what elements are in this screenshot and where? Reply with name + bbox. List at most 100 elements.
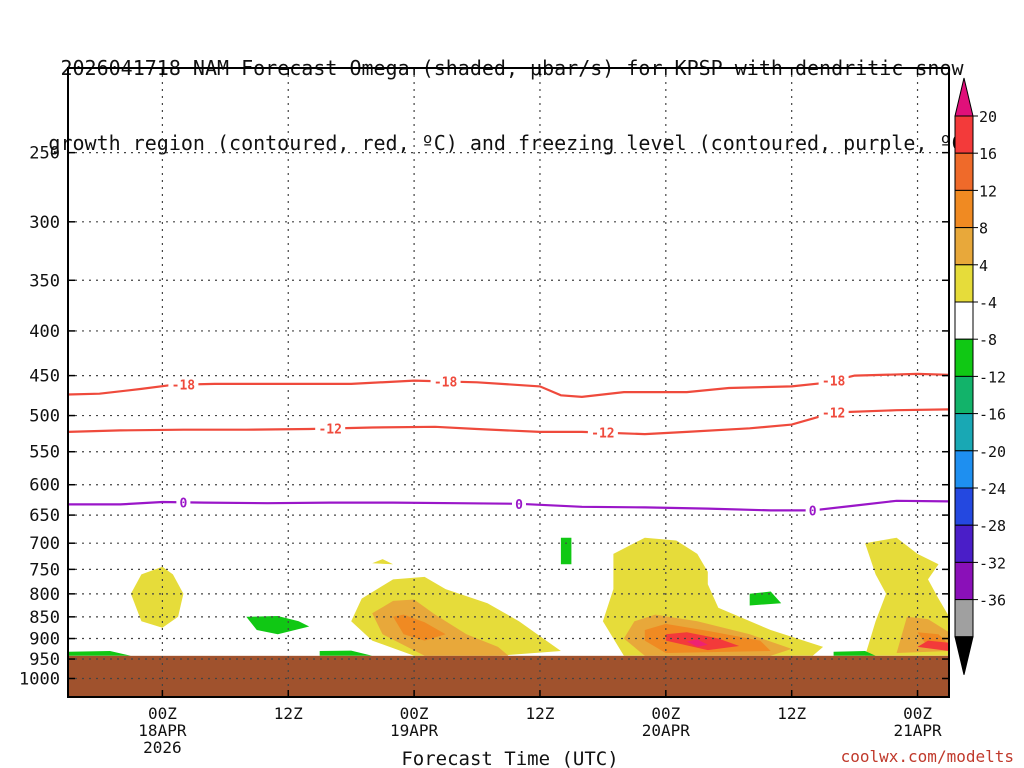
y-tick-label-650: 650 [29,506,60,526]
colorbar-label: 8 [979,220,988,238]
colorbar-swatch [954,599,974,638]
contour-label-0: 0 [179,496,187,511]
contour-label-0: 0 [515,498,523,513]
contour-label-bg [430,374,461,389]
contour-label--12: -12 [318,422,341,437]
colorbar-label: 4 [979,257,988,275]
omega-area-12-to-16 [393,614,446,641]
omega-area-4-to-8 [372,559,394,565]
contour-label--12: -12 [822,407,845,422]
colorbar-label: -12 [979,368,1006,386]
colorbar-label: -24 [979,480,1006,498]
colorbar-label: 12 [979,182,997,200]
contour-label-bg [587,425,618,440]
grid-lines [68,68,949,697]
plot-frame [67,67,950,698]
colorbar-swatch [954,561,974,601]
y-tick-label-450: 450 [29,367,60,387]
x-tick-label: 18APR [138,721,187,740]
colorbar-bottom-arrow [954,636,974,675]
x-tick-label: 00Z [651,704,680,723]
colorbar-swatch [954,152,974,191]
omega-area--8-to--4 [560,537,572,565]
omega-area-8-to-12 [372,599,509,656]
contour-label-bg [176,495,191,510]
omega-area--8-to--4 [319,650,373,656]
y-tick-label-250: 250 [29,144,60,164]
y-tick-label-950: 950 [29,650,60,670]
colorbar-swatch [954,375,974,415]
colorbar-label: -16 [979,406,1006,424]
omega-area-20-to-24 [686,639,708,647]
omega-area--8-to--4 [246,616,310,635]
colorbar-top-arrow [954,77,974,117]
y-tick-label-600: 600 [29,476,60,496]
watermark: coolwx.com/modelts [840,747,1014,766]
colorbar-swatch [954,189,974,229]
y-tick-label-400: 400 [29,322,60,342]
y-tick-label-1000: 1000 [19,669,60,689]
y-tick-label-300: 300 [29,213,60,233]
x-axis-label: Forecast Time (UTC) [401,748,618,768]
contour-label--12: -12 [591,427,614,442]
x-tick-label: 20APR [642,721,691,740]
contour-label--18: -18 [434,375,458,390]
colorbar-swatch [954,115,974,154]
colorbar-swatch [954,227,974,266]
omega-area--8-to--4 [749,591,782,606]
x-tick-label: 21APR [893,721,942,740]
x-tick-label: 2026 [143,738,182,757]
colorbar-swatch [954,487,974,526]
pressure-axis: 2503003504004505005506006507007508008509… [19,144,949,689]
omega-shading [68,537,949,656]
contour-label-bg [511,496,526,511]
y-tick-label-700: 700 [29,534,60,554]
omega-area--8-to--4 [833,651,876,656]
title-line-2: growth region (contoured, red, ºC) and f… [48,131,976,155]
colorbar-swatch [954,301,974,340]
colorbar-swatch [954,338,974,377]
y-tick-label-850: 850 [29,608,60,628]
y-tick-label-800: 800 [29,585,60,605]
omega-area-16-to-20 [665,632,740,651]
omega-area--8-to--4 [68,651,131,656]
colorbar-label: -32 [979,554,1006,572]
x-tick-label: 00Z [903,704,932,723]
x-tick-label: 12Z [274,704,303,723]
colorbar-label: 16 [979,145,997,163]
y-tick-label-350: 350 [29,271,60,291]
contour-label-bg [818,405,849,420]
colorbar-label: 20 [979,108,997,126]
colorbar-label: -20 [979,443,1006,461]
contour-label-bg [315,421,346,436]
contour-line--18 [68,372,949,399]
contour-label-bg [818,373,849,388]
contour-label-bg [805,503,820,518]
colorbar-label: -28 [979,517,1006,535]
contour-label-bg [168,377,199,392]
colorbar-swatch [954,264,974,303]
contour-label-0: 0 [809,504,817,519]
colorbar-swatch [954,450,974,489]
y-tick-label-500: 500 [29,407,60,427]
omega-area-16-to-20 [917,640,949,651]
colorbar-swatch [954,524,974,563]
x-tick-label: 12Z [526,704,555,723]
contour-line--12 [68,408,949,436]
colorbar-label: -36 [979,592,1006,610]
y-tick-label-550: 550 [29,443,60,463]
colorbar-swatch [954,413,974,452]
contour-label--18: -18 [822,375,846,390]
x-tick-label: 00Z [148,704,177,723]
y-tick-label-750: 750 [29,560,60,580]
colorbar-label: -4 [979,294,997,312]
x-tick-label: 12Z [777,704,806,723]
temperature-contours: -18 -18 -18 -12 -12 -12 0 0 0 [68,372,949,519]
x-tick-label: 19APR [390,721,439,740]
colorbar-label: -8 [979,331,997,349]
colorbar: 20 16 12 8 4 -4 -8 -12 -16 -20 -24 -28 -32 -36 [954,77,1006,675]
y-tick-label-900: 900 [29,630,60,650]
omega-area-4-to-8 [130,566,184,628]
